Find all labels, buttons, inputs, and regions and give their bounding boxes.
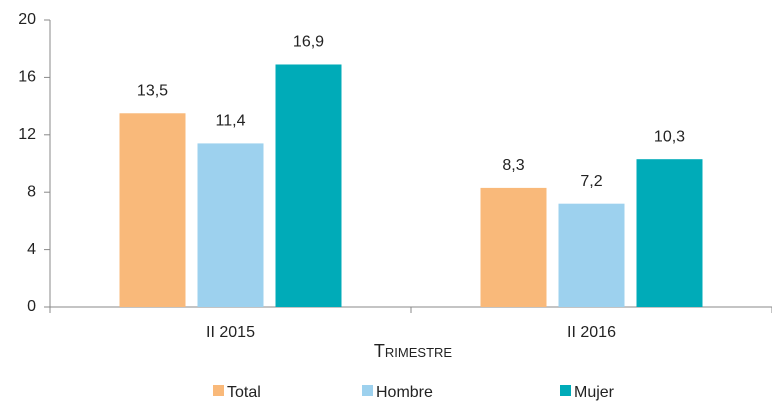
value-label: 10,3 bbox=[654, 128, 685, 145]
y-tick-label: 8 bbox=[27, 183, 36, 200]
y-tick-label: 0 bbox=[27, 298, 36, 315]
legend-label: Hombre bbox=[376, 384, 433, 401]
y-tick-label: 4 bbox=[27, 241, 36, 258]
y-tick-label: 12 bbox=[18, 126, 36, 143]
x-tick-label: II 2015 bbox=[206, 324, 255, 341]
legend-swatch bbox=[362, 385, 373, 396]
legend-swatch bbox=[213, 385, 224, 396]
y-tick-label: 16 bbox=[18, 69, 36, 86]
bar bbox=[197, 143, 264, 307]
value-label: 7,2 bbox=[580, 173, 602, 190]
x-axis-label: Trimestre bbox=[374, 341, 452, 361]
x-tick-label: II 2016 bbox=[567, 324, 616, 341]
y-tick-label: 20 bbox=[18, 11, 36, 28]
legend-swatch bbox=[560, 385, 571, 396]
legend-label: Total bbox=[227, 384, 261, 401]
value-label: 11,4 bbox=[216, 113, 246, 130]
bar bbox=[480, 187, 547, 307]
value-label: 16,9 bbox=[293, 34, 324, 51]
bar bbox=[119, 113, 186, 308]
bar bbox=[558, 203, 625, 307]
bar bbox=[636, 159, 703, 307]
value-label: 8,3 bbox=[502, 157, 524, 174]
bar bbox=[275, 64, 342, 307]
legend-label: Mujer bbox=[574, 384, 615, 401]
value-label: 13,5 bbox=[137, 82, 168, 99]
